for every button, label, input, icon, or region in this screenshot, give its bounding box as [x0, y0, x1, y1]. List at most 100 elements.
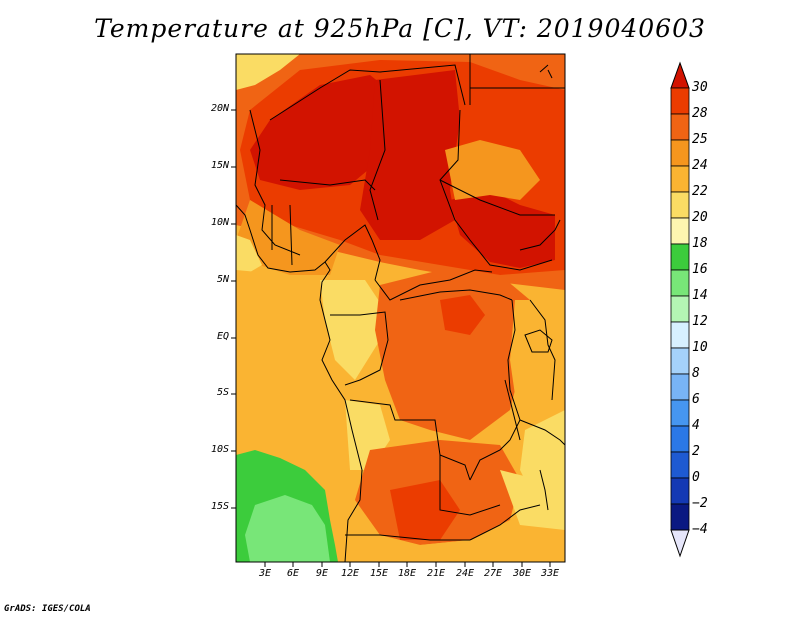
lat-label-eq: EQ — [216, 331, 229, 342]
border-niger-chad — [369, 79, 386, 221]
colorbar-label: 16 — [692, 262, 708, 277]
colorbar-swatches — [670, 87, 690, 531]
border-tanzania — [519, 419, 565, 446]
lon-label-27e: 27E — [483, 568, 503, 579]
colorbar-label: 24 — [692, 158, 708, 173]
colorbar-swatch — [670, 217, 690, 245]
colorbar-label: 4 — [692, 418, 700, 433]
lat-label-15n: 15N — [210, 160, 229, 171]
colorbar-swatch — [670, 399, 690, 427]
field-gulf-mild — [236, 270, 350, 450]
lon-label-9e: 9E — [315, 568, 329, 579]
coastline-west-africa — [236, 204, 363, 562]
border-angola-zambia — [439, 455, 501, 516]
field-north-cool — [236, 54, 300, 90]
lon-label-18e: 18E — [397, 568, 417, 579]
border-ghana-togo — [271, 204, 293, 266]
colorbar-label: 6 — [692, 392, 700, 407]
colorbar-label: 12 — [692, 314, 708, 329]
border-niger-nigeria — [279, 179, 376, 191]
border-car — [374, 269, 493, 301]
colorbar-swatch — [670, 295, 690, 323]
colorbar-label: 25 — [692, 132, 708, 147]
colorbar-label: 22 — [692, 184, 708, 199]
field-hot-core-west — [250, 75, 395, 190]
colorbar-swatch — [670, 269, 690, 297]
colorbar-swatch — [670, 165, 690, 193]
lon-label-30e: 30E — [512, 568, 532, 579]
field-south-verywarm — [390, 480, 460, 540]
border-drc-car — [399, 289, 513, 301]
colorbar-label: 28 — [692, 106, 708, 121]
border-sudan-southsudan — [439, 179, 555, 216]
border-niger-libya — [379, 64, 466, 106]
lake-victoria — [524, 329, 553, 353]
colorbar-swatch — [670, 139, 690, 167]
field-south-mild — [340, 510, 565, 562]
lat-label-15s: 15S — [210, 501, 229, 512]
temperature-field — [236, 54, 565, 562]
lon-label-12e: 12E — [340, 568, 360, 579]
colorbar-swatch — [670, 87, 690, 115]
border-westafrica-inland — [249, 109, 301, 256]
boundaries — [236, 54, 565, 562]
field-congo-warm — [375, 270, 530, 440]
colorbar-swatch — [670, 477, 690, 505]
axis-ticks — [231, 109, 551, 567]
lon-label-24e: 24E — [455, 568, 475, 579]
colorbar-label: 18 — [692, 236, 708, 251]
map-frame — [235, 53, 566, 563]
colorbar-swatch — [670, 113, 690, 141]
field-atlantic-lightgreen — [245, 495, 330, 562]
field-hot-core-central — [360, 70, 460, 240]
colorbar-top-arrow — [670, 61, 690, 89]
lat-label-5s: 5S — [216, 387, 229, 398]
field-cameroon-cool — [320, 280, 385, 380]
border-nigeria-cameroon — [324, 224, 381, 281]
lon-label-6e: 6E — [286, 568, 300, 579]
field-westcoast-cool — [236, 235, 262, 275]
border-gabon-congo — [330, 311, 389, 386]
colorbar-label: 10 — [692, 340, 708, 355]
colorbar-swatch — [670, 347, 690, 375]
border-uganda-kenya — [529, 299, 556, 401]
lon-label-33e: 33E — [540, 568, 560, 579]
border-zambia-zimbabwe — [469, 504, 541, 541]
colorbar-label: 8 — [692, 366, 700, 381]
lat-label-20n: 20N — [210, 103, 229, 114]
colorbar-label: 30 — [692, 80, 708, 95]
lat-label-10n: 10N — [210, 217, 229, 228]
colorbar-swatch — [670, 243, 690, 271]
border-chad-sudan — [439, 109, 553, 271]
border-angola-namibia — [345, 534, 470, 541]
colorbar-swatch — [670, 321, 690, 349]
lake-malawi — [539, 469, 549, 511]
colorbar-bottom-arrow — [670, 529, 690, 558]
map-title: Temperature at 925hPa [C], VT: 201904060… — [94, 14, 706, 43]
field-sahel-mild — [236, 200, 340, 275]
nile-red-sea-coast — [539, 64, 553, 79]
colorbar-label: 0 — [692, 470, 700, 485]
colorbar-label: −2 — [692, 496, 708, 511]
colorbar-swatch — [670, 191, 690, 219]
lake-tanganyika — [504, 379, 521, 441]
lat-label-5n: 5N — [216, 274, 229, 285]
field-congo-verywarm — [440, 295, 485, 335]
border-ethiopia — [519, 219, 561, 251]
colorbar-label: 14 — [692, 288, 708, 303]
lat-label-10s: 10S — [210, 444, 229, 455]
colorbar-label: 2 — [692, 444, 700, 459]
field-sudan-mild — [445, 140, 540, 200]
lon-label-3e: 3E — [258, 568, 272, 579]
border-drc-angola — [349, 399, 471, 481]
colorbar — [670, 61, 690, 558]
colorbar-label: 20 — [692, 210, 708, 225]
colorbar-swatch — [670, 373, 690, 401]
colorbar-swatch — [670, 451, 690, 479]
lon-label-15e: 15E — [369, 568, 389, 579]
colorbar-label: −4 — [692, 522, 708, 537]
colorbar-swatch — [670, 503, 690, 531]
lon-label-21e: 21E — [426, 568, 446, 579]
colorbar-swatch — [670, 425, 690, 453]
